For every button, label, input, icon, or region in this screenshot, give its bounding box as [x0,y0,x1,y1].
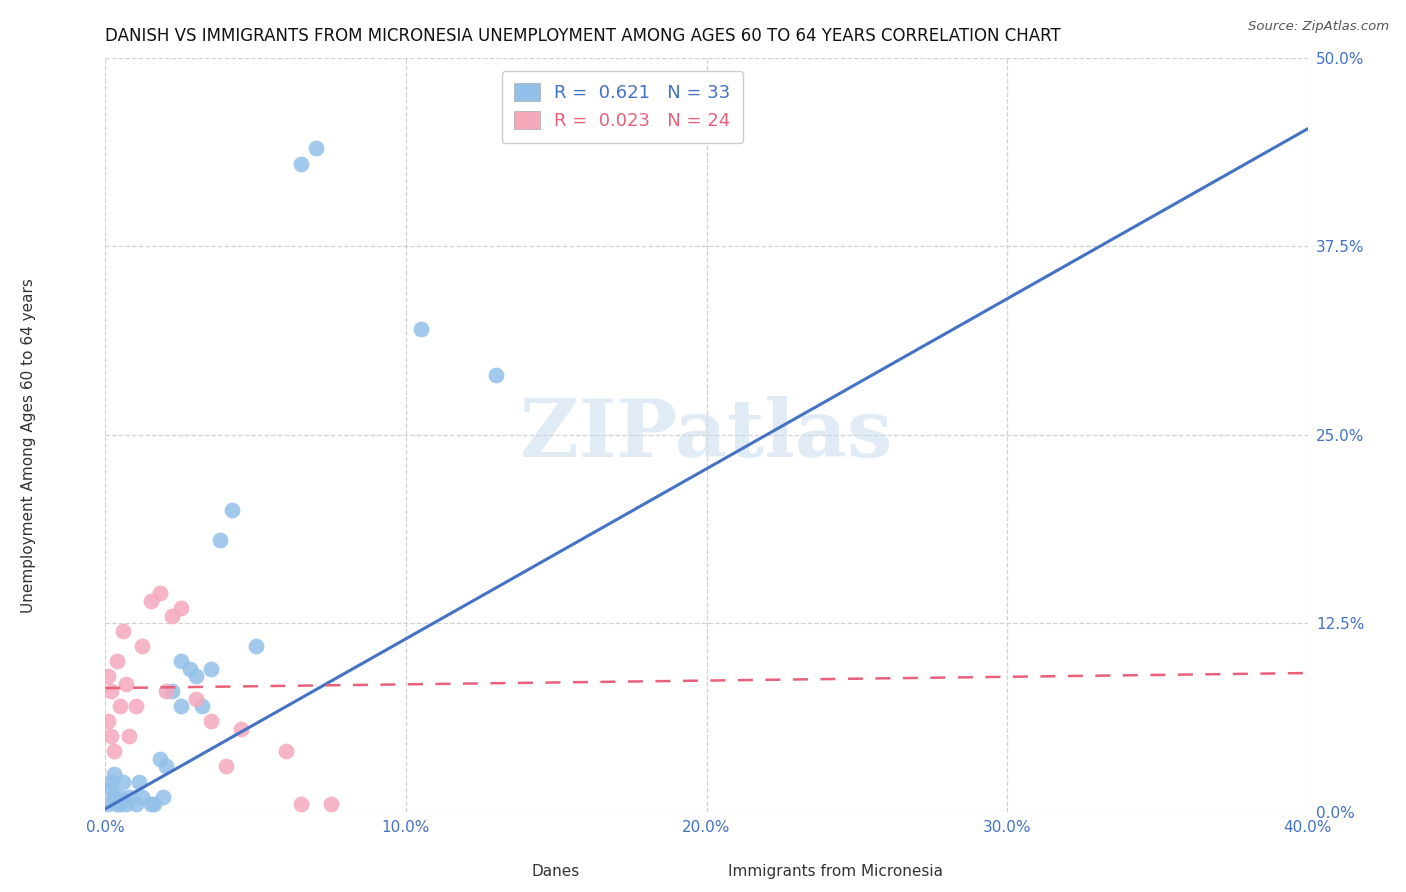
Point [110,797,132,812]
Point [485,368,508,382]
Point [179,661,201,675]
Point [107,797,129,812]
Point [115,797,138,812]
Point [200,714,222,729]
Point [155,684,177,698]
Point [305,141,328,155]
Point [319,797,342,812]
Point [131,789,153,804]
Point [160,684,183,698]
Point [290,156,312,170]
Point [115,676,138,690]
Point [190,699,212,714]
Point [169,601,191,615]
Point [112,774,135,789]
Point [184,691,207,706]
Point [221,503,243,517]
Point [139,593,162,607]
Point [128,774,150,789]
Point [103,789,125,804]
Point [100,730,122,744]
Point [160,608,183,623]
Point [148,752,170,766]
Point [139,797,162,812]
Point [152,789,174,804]
Point [100,782,122,797]
Point [245,639,267,653]
Point [112,624,135,638]
Point [118,789,141,804]
Point [214,759,236,773]
Point [97,669,120,683]
Point [184,669,207,683]
Point [118,730,141,744]
Text: DANISH VS IMMIGRANTS FROM MICRONESIA UNEMPLOYMENT AMONG AGES 60 TO 64 YEARS CORR: DANISH VS IMMIGRANTS FROM MICRONESIA UNE… [105,27,1062,45]
Text: ZIPatlas: ZIPatlas [520,396,893,474]
Point [124,699,146,714]
Point [97,797,120,812]
Point [100,684,122,698]
Point [274,744,297,758]
Legend: R =  0.621   N = 33, R =  0.023   N = 24: R = 0.621 N = 33, R = 0.023 N = 24 [502,70,742,143]
Point [169,699,191,714]
Point [290,797,312,812]
Point [409,322,432,336]
Point [169,654,191,668]
Point [208,533,231,548]
Point [155,759,177,773]
Point [110,699,132,714]
Point [103,767,125,781]
Point [107,654,129,668]
Point [100,774,122,789]
Point [131,639,153,653]
Point [229,722,252,736]
Text: Danes: Danes [531,864,579,879]
Text: Unemployment Among Ages 60 to 64 years: Unemployment Among Ages 60 to 64 years [21,278,35,614]
Point [200,661,222,675]
Point [148,586,170,600]
Point [124,797,146,812]
Point [97,714,120,729]
Text: Immigrants from Micronesia: Immigrants from Micronesia [728,864,943,879]
Point [110,789,132,804]
Text: Source: ZipAtlas.com: Source: ZipAtlas.com [1249,20,1389,33]
Point [103,744,125,758]
Point [142,797,165,812]
